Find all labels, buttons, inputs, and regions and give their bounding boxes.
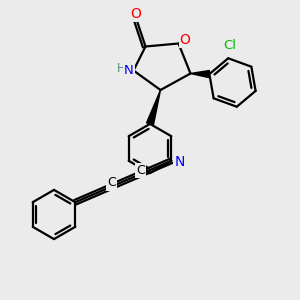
Text: H: H	[116, 62, 125, 76]
Text: Cl: Cl	[223, 39, 236, 52]
Polygon shape	[190, 70, 209, 78]
Text: N: N	[175, 155, 185, 169]
Text: N: N	[124, 64, 134, 77]
Polygon shape	[147, 90, 160, 125]
Text: C: C	[107, 176, 116, 189]
Text: O: O	[180, 33, 190, 47]
Text: C: C	[136, 164, 145, 177]
Text: O: O	[130, 7, 141, 21]
